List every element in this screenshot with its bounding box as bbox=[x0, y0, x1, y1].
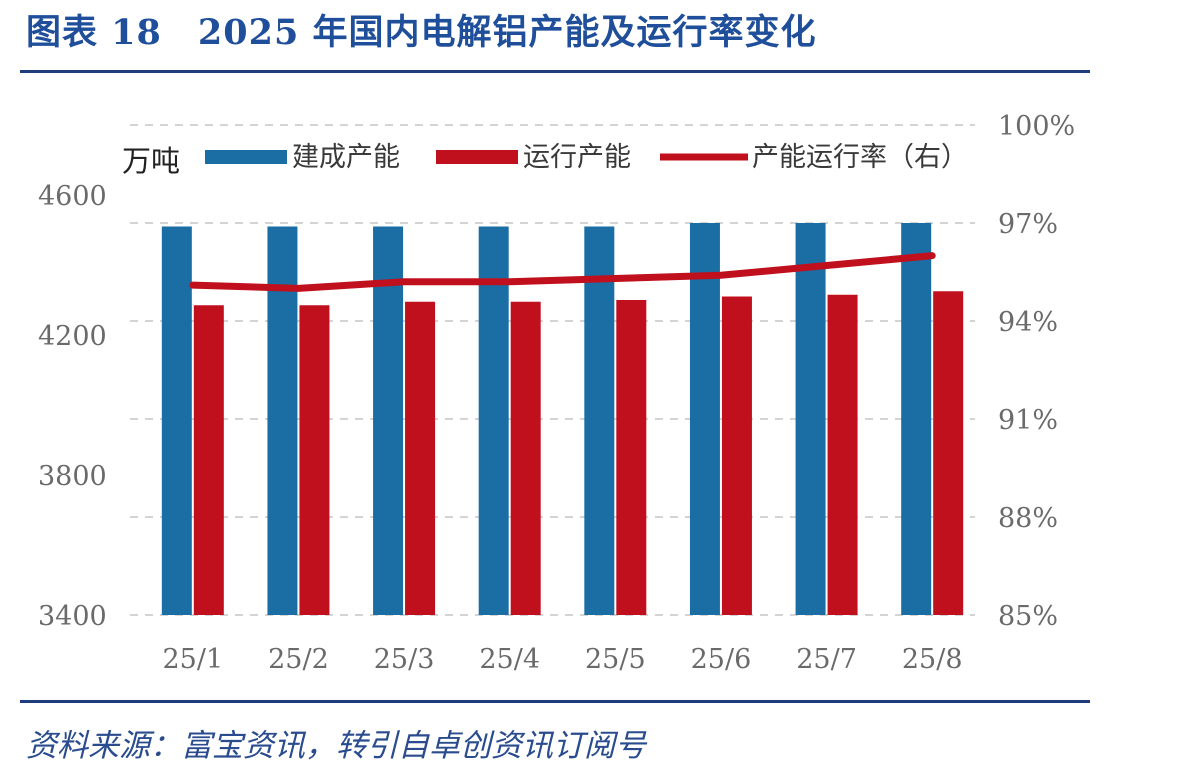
legend: 万吨 建成产能 运行产能 产能运行率（右） bbox=[122, 142, 968, 178]
bar-built-capacity bbox=[373, 226, 404, 615]
x-axis-tick-label: 25/5 bbox=[585, 644, 646, 675]
x-axis-tick-label: 25/3 bbox=[374, 644, 435, 675]
source-note: 资料来源：富宝资讯，转引自卓创资讯订阅号 bbox=[26, 728, 646, 764]
right-axis-tick-label: 100% bbox=[998, 111, 1075, 142]
right-axis-tick-label: 94% bbox=[998, 307, 1058, 338]
x-axis-tick-label: 25/1 bbox=[162, 644, 223, 675]
x-axis-tick-label: 25/2 bbox=[268, 644, 329, 675]
right-axis-tick-label: 88% bbox=[998, 503, 1058, 534]
figure-title: 图表 18 2025 年国内电解铝产能及运行率变化 bbox=[26, 12, 817, 53]
chart-area: 85% 88% 91% 94% 97% 100% 3400 3800 4200 4600 25/1 2… bbox=[38, 111, 1075, 675]
bar-running-capacity bbox=[193, 305, 224, 615]
left-axis-tick-label: 3400 bbox=[38, 601, 107, 632]
right-axis-tick-label: 97% bbox=[998, 209, 1058, 240]
utilization-point bbox=[191, 284, 194, 287]
bar-built-capacity bbox=[901, 223, 932, 615]
bar-built-capacity bbox=[161, 226, 192, 615]
utilization-point bbox=[403, 280, 406, 283]
bar-built-capacity bbox=[795, 223, 826, 615]
x-axis-tick-label: 25/6 bbox=[691, 644, 752, 675]
legend-label-running-capacity: 运行产能 bbox=[523, 142, 631, 173]
legend-label-built-capacity: 建成产能 bbox=[292, 142, 400, 173]
bar-running-capacity bbox=[510, 301, 541, 615]
left-axis-tick-label: 3800 bbox=[38, 461, 107, 492]
utilization-line-layer bbox=[189, 252, 936, 292]
bar-running-capacity bbox=[827, 294, 858, 615]
right-axis-tick-label: 91% bbox=[998, 405, 1058, 436]
bar-running-capacity bbox=[721, 296, 752, 615]
bar-built-capacity bbox=[584, 226, 615, 615]
utilization-point bbox=[931, 254, 934, 257]
unit-label: 万吨 bbox=[122, 144, 180, 178]
utilization-point bbox=[508, 280, 511, 283]
left-axis-tick-label: 4600 bbox=[38, 181, 107, 212]
utilization-point bbox=[297, 287, 300, 290]
bar-running-capacity bbox=[299, 305, 330, 615]
x-axis-tick-label: 25/7 bbox=[796, 644, 857, 675]
utilization-point bbox=[825, 264, 828, 267]
legend-swatch-built-capacity bbox=[205, 150, 287, 164]
x-axis-tick-label: 25/8 bbox=[902, 644, 963, 675]
bar-running-capacity bbox=[405, 301, 436, 615]
source-rule bbox=[20, 700, 1090, 703]
bar-built-capacity bbox=[689, 223, 720, 615]
utilization-point bbox=[614, 277, 617, 280]
bar-running-capacity bbox=[933, 291, 964, 615]
title-rule bbox=[20, 70, 1090, 73]
legend-label-utilization: 产能运行率（右） bbox=[752, 142, 968, 173]
x-axis-tick-label: 25/4 bbox=[479, 644, 540, 675]
utilization-line bbox=[189, 252, 936, 292]
right-axis-tick-label: 85% bbox=[998, 601, 1058, 632]
axis-labels: 85% 88% 91% 94% 97% 100% 3400 3800 4200 4600 25/1 2… bbox=[38, 111, 1075, 675]
bar-built-capacity bbox=[478, 226, 509, 615]
utilization-point bbox=[719, 274, 722, 277]
bar-running-capacity bbox=[616, 300, 647, 615]
legend-swatch-running-capacity bbox=[436, 150, 518, 164]
left-axis-tick-label: 4200 bbox=[38, 321, 107, 352]
